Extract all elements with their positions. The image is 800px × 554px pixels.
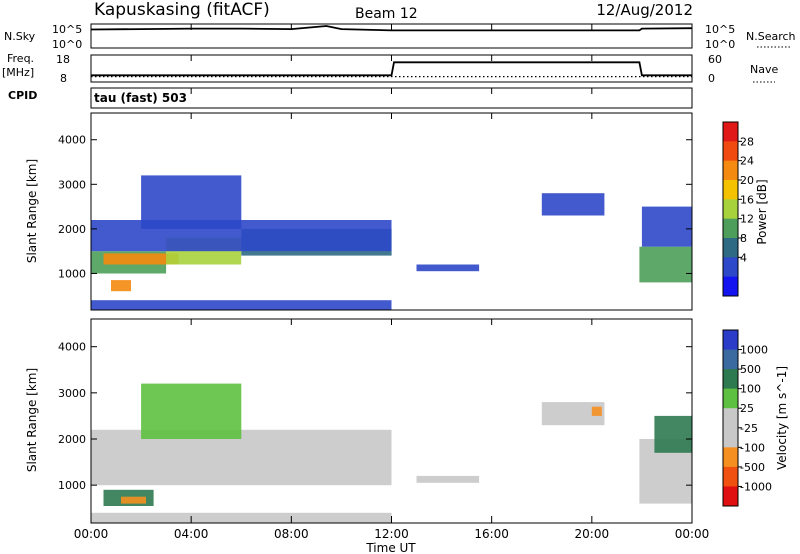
velocity-colorbar-tick-label-4: -25 [740, 422, 758, 435]
power-colorbar-label: Power [dB] [755, 179, 769, 244]
power-colorbar-tick-label-3: 16 [740, 193, 754, 206]
xtick-label-0: 00:00 [74, 527, 109, 541]
nsky-label: N.Sky [4, 30, 36, 43]
velocity-ytick-label-3: 1000 [58, 479, 86, 492]
velocity-ytick-label-0: 4000 [58, 341, 86, 354]
power-colorbar-tick-label-4: 12 [740, 213, 754, 226]
velocity-colorbar-tick-label-5: -100 [740, 441, 765, 454]
power-cell-11 [91, 300, 392, 310]
velocity-colorbar: 1000 500 100 25 -25 -100 -500 -1000 [722, 329, 772, 507]
velocity-cell-2 [121, 496, 146, 504]
velocity-colorbar-swatch-4 [723, 408, 738, 429]
velocity-colorbar-swatch-0 [723, 330, 738, 351]
power-colorbar-tick-label-1: 24 [740, 155, 754, 168]
velocity-colorbar-tick-label-7: -1000 [740, 480, 772, 493]
velocity-colorbar-swatch-5 [723, 427, 738, 448]
power-cell-1 [103, 253, 179, 265]
velocity-ytick-label-2: 2000 [58, 433, 86, 446]
power-ylabel: Slant Range [km] [25, 159, 39, 263]
power-colorbar-tick-label-2: 20 [740, 174, 754, 187]
velocity-colorbar-tick-label-1: 500 [740, 363, 761, 376]
power-colorbar-swatch-5 [723, 218, 738, 239]
power-colorbar-swatch-3 [723, 180, 738, 200]
power-colorbar-tick-label-5: 8 [740, 232, 747, 245]
power-ytick-label-2: 2000 [58, 223, 86, 236]
power-cell-9 [639, 246, 692, 283]
velocity-colorbar-tick-label-6: -500 [740, 461, 765, 474]
velocity-cell-5 [541, 402, 605, 426]
power-colorbar-tick-label-6: 4 [740, 251, 747, 264]
freq-series-0 [91, 61, 692, 77]
nsky-strip: N.Sky 10^5 10^0 10^5 10^0 N.Search [4, 23, 796, 51]
power-colorbar-tick-label-0: 28 [740, 135, 754, 148]
power-colorbar-swatch-4 [723, 199, 738, 220]
power-cell-6 [141, 175, 242, 229]
nave-tick-top: 60 [708, 53, 722, 66]
x-axis-label: Time UT [365, 541, 416, 554]
velocity-ylabel: Slant Range [km] [25, 368, 39, 472]
velocity-colorbar-swatch-7 [723, 466, 738, 487]
xtick-label-6: 00:00 [675, 527, 710, 541]
power-colorbar-frame [722, 121, 739, 297]
power-colorbar-swatch-8 [723, 276, 738, 297]
velocity-colorbar-swatch-8 [723, 486, 738, 507]
power-cell-10 [641, 206, 692, 247]
velocity-panel: 4000 3000 2000 1000 Slant Range [km] [25, 318, 693, 524]
freq-tick-bottom: 8 [60, 72, 67, 85]
nsearch-label: N.Search [746, 30, 796, 43]
power-colorbar-swatch-2 [723, 160, 738, 181]
station-title: Kapuskasing (fitACF) [94, 0, 270, 20]
xtick-label-3: 12:00 [374, 527, 409, 541]
power-colorbar: 28 24 20 16 12 8 4 [722, 121, 754, 297]
velocity-colorbar-swatch-6 [723, 447, 738, 468]
velocity-colorbar-frame [722, 329, 739, 507]
power-panel: 4000 3000 2000 1000 Slant Range [km] [25, 112, 693, 311]
power-cell-2 [111, 280, 131, 292]
power-ytick-label-1: 3000 [58, 178, 86, 191]
velocity-colorbar-tick-label-0: 1000 [740, 344, 768, 357]
velocity-cell-9 [91, 512, 392, 523]
cpid-strip: CPID tau (fast) 503 [8, 87, 693, 109]
freq-label-1: Freq. [7, 52, 34, 65]
velocity-cell-0 [91, 429, 392, 486]
power-colorbar-swatch-7 [723, 257, 738, 278]
velocity-cell-4 [416, 475, 480, 483]
nave-label: Nave [750, 63, 778, 76]
cpid-value: tau (fast) 503 [94, 91, 187, 105]
power-colorbar-swatch-6 [723, 238, 738, 258]
nsky-series-0 [90, 25, 693, 32]
velocity-colorbar-swatch-3 [723, 388, 738, 409]
power-colorbar-swatch-1 [723, 141, 738, 162]
date-title: 12/Aug/2012 [596, 1, 693, 19]
nsearch-tick-bottom: 10^0 [705, 38, 735, 51]
velocity-cell-3 [141, 383, 242, 439]
power-cell-8 [541, 193, 605, 216]
freq-strip: Freq. [MHz] 18 8 60 0 Nave [2, 52, 778, 85]
velocity-colorbar-tick-label-2: 100 [740, 383, 761, 396]
cpid-label: CPID [8, 89, 37, 102]
velocity-cell-8 [654, 415, 692, 453]
velocity-colorbar-label: Velocity [m s^-1] [775, 366, 789, 470]
velocity-colorbar-swatch-1 [723, 349, 738, 370]
power-colorbar-swatch-0 [723, 122, 738, 142]
xtick-label-1: 04:00 [174, 527, 209, 541]
velocity-colorbar-tick-label-3: 25 [740, 402, 754, 415]
velocity-cell-6 [591, 406, 602, 416]
freq-tick-top: 18 [56, 53, 70, 66]
nsky-tick-top: 10^5 [52, 23, 82, 36]
beam-title: Beam 12 [355, 6, 418, 22]
nave-tick-bottom: 0 [708, 72, 715, 85]
velocity-ytick-label-1: 3000 [58, 387, 86, 400]
xtick-label-2: 08:00 [274, 527, 309, 541]
nsearch-tick-top: 10^5 [705, 23, 735, 36]
power-cell-7 [416, 264, 480, 272]
power-ytick-label-0: 4000 [58, 134, 86, 147]
power-ytick-label-3: 1000 [58, 267, 86, 280]
nsky-tick-bottom: 10^0 [52, 38, 82, 51]
xtick-label-5: 20:00 [575, 527, 610, 541]
freq-label-2: [MHz] [2, 66, 34, 79]
velocity-colorbar-swatch-2 [723, 369, 738, 390]
xtick-label-4: 16:00 [474, 527, 509, 541]
